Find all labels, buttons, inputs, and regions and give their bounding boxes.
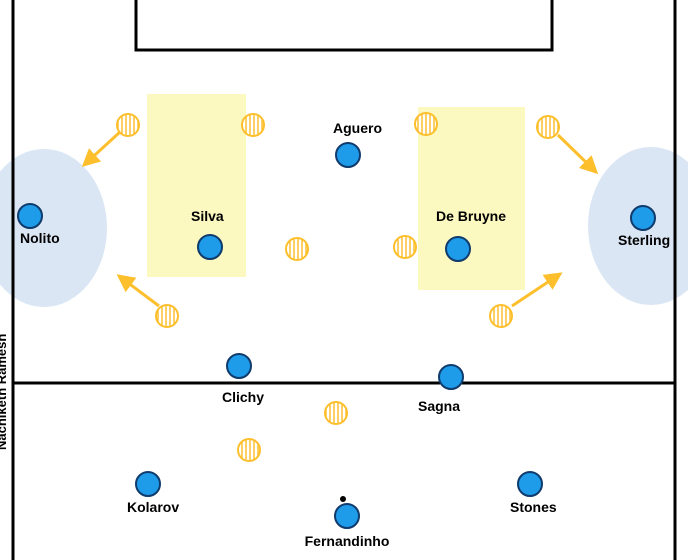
player-kolarov xyxy=(136,472,160,496)
player-label-debruyne: De Bruyne xyxy=(436,208,506,224)
player-label-clichy: Clichy xyxy=(222,389,264,405)
pitch-border xyxy=(13,0,675,560)
player-sterling xyxy=(631,206,655,230)
player-aguero xyxy=(336,143,360,167)
penalty-box xyxy=(136,0,552,50)
pitch-lines xyxy=(13,0,675,560)
player-fernandinho xyxy=(335,504,359,528)
zone-ellipse-left xyxy=(0,149,107,307)
opponent-opp1 xyxy=(117,114,139,136)
player-sagna xyxy=(439,365,463,389)
player-clichy xyxy=(227,354,251,378)
opponent-opp9 xyxy=(325,402,347,424)
player-label-stones: Stones xyxy=(510,499,557,515)
player-stones xyxy=(518,472,542,496)
ball-marker xyxy=(340,496,346,502)
zone-box-left xyxy=(147,94,246,277)
opponent-opp2 xyxy=(242,114,264,136)
opponent-opp5 xyxy=(286,238,308,260)
player-nolito xyxy=(18,204,42,228)
opponent-opp6 xyxy=(394,236,416,258)
opponent-opp8 xyxy=(490,305,512,327)
player-silva xyxy=(198,235,222,259)
opponent-opp4 xyxy=(537,116,559,138)
player-label-fernandinho: Fernandinho xyxy=(305,533,390,549)
player-label-sagna: Sagna xyxy=(418,398,460,414)
player-label-sterling: Sterling xyxy=(618,232,670,248)
blue-players: Aguero Silva De Bruyne Nolito Sterling Clichy… xyxy=(18,120,670,549)
opponent-opp7 xyxy=(156,305,178,327)
arrow-2 xyxy=(558,135,596,172)
player-label-nolito: Nolito xyxy=(20,230,60,246)
credit-text: Nachiketh Ramesh xyxy=(0,334,9,450)
tactics-diagram: Aguero Silva De Bruyne Nolito Sterling Clichy… xyxy=(0,0,688,560)
player-label-aguero: Aguero xyxy=(333,120,382,136)
ball xyxy=(340,496,346,502)
player-label-silva: Silva xyxy=(191,208,224,224)
zone-box-right xyxy=(418,107,525,290)
opponent-opp3 xyxy=(415,113,437,135)
arrow-0 xyxy=(84,132,120,165)
opponent-opp10 xyxy=(238,439,260,461)
arrow-1 xyxy=(119,276,159,306)
player-debruyne xyxy=(446,237,470,261)
player-label-kolarov: Kolarov xyxy=(127,499,179,515)
